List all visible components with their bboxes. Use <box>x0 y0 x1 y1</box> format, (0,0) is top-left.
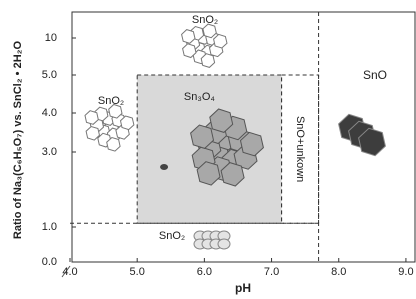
y-tick-label: 5.0 <box>42 69 57 81</box>
y-tick-label: 4.0 <box>42 107 57 119</box>
x-tick-label: 8.0 <box>331 266 346 278</box>
x-tick-label: 6.0 <box>197 266 212 278</box>
chart: pH Ratio of Na₃(C₆H₅O₇) vs. SnCl₂ • 2H₂O… <box>0 0 416 299</box>
x-tick-label: 7.0 <box>264 266 279 278</box>
region-label: SnO+unkown <box>294 116 306 182</box>
phase-label: SnO₂ <box>159 230 185 242</box>
x-tick-label: 5.0 <box>130 266 145 278</box>
y-tick-label: 3.0 <box>42 146 57 158</box>
phase-label: SnO₂ <box>98 95 124 107</box>
phase-label: SnO <box>363 68 387 82</box>
y-tick-label: 1.0 <box>42 221 57 233</box>
region-label: Sn₃O₄ <box>184 91 215 103</box>
y-axis-label: Ratio of Na₃(C₆H₅O₇) vs. SnCl₂ • 2H₂O <box>12 40 24 239</box>
y-tick-label: 0.0 <box>42 256 57 268</box>
x-axis-label: pH <box>235 281 251 295</box>
phase-label: SnO₂ <box>192 14 218 26</box>
x-tick-label: 9.0 <box>398 266 413 278</box>
crystal <box>218 239 230 249</box>
data-point <box>160 164 168 170</box>
x-tick-label: 4.0 <box>62 266 77 278</box>
y-tick-label: 10 <box>45 32 57 44</box>
